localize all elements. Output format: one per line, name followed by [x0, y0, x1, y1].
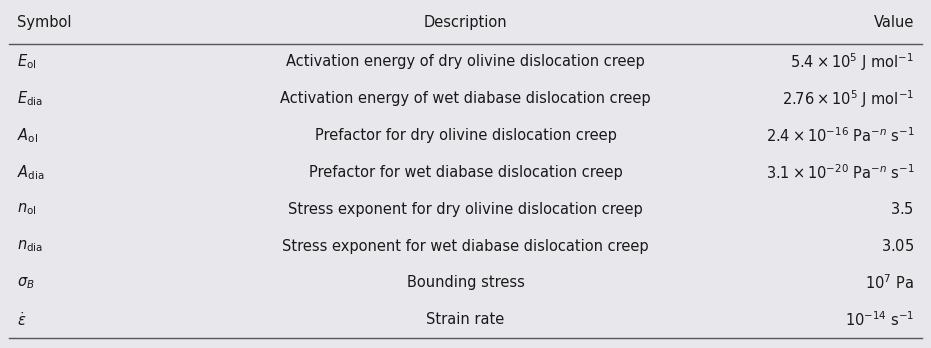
- Text: $2.4 \times 10^{-16}$ Pa$^{-n}$ s$^{-1}$: $2.4 \times 10^{-16}$ Pa$^{-n}$ s$^{-1}$: [765, 126, 914, 145]
- Text: $3.05$: $3.05$: [881, 238, 914, 254]
- Text: Stress exponent for wet diabase dislocation creep: Stress exponent for wet diabase dislocat…: [282, 239, 649, 254]
- Text: Value: Value: [874, 15, 914, 30]
- Text: $5.4 \times 10^{5}$ J mol$^{-1}$: $5.4 \times 10^{5}$ J mol$^{-1}$: [790, 51, 914, 73]
- Text: Prefactor for wet diabase dislocation creep: Prefactor for wet diabase dislocation cr…: [308, 165, 623, 180]
- Text: $2.76 \times 10^{5}$ J mol$^{-1}$: $2.76 \times 10^{5}$ J mol$^{-1}$: [782, 88, 914, 110]
- Text: $E_{\mathrm{ol}}$: $E_{\mathrm{ol}}$: [17, 53, 36, 71]
- Text: Activation energy of dry olivine dislocation creep: Activation energy of dry olivine disloca…: [286, 54, 645, 69]
- Text: $3.1 \times 10^{-20}$ Pa$^{-n}$ s$^{-1}$: $3.1 \times 10^{-20}$ Pa$^{-n}$ s$^{-1}$: [765, 163, 914, 182]
- Text: $10^{-14}$ s$^{-1}$: $10^{-14}$ s$^{-1}$: [845, 310, 914, 329]
- Text: $A_{\mathrm{ol}}$: $A_{\mathrm{ol}}$: [17, 126, 38, 145]
- Text: Prefactor for dry olivine dislocation creep: Prefactor for dry olivine dislocation cr…: [315, 128, 616, 143]
- Text: $A_{\mathrm{dia}}$: $A_{\mathrm{dia}}$: [17, 163, 45, 182]
- Text: $10^{7}$ Pa: $10^{7}$ Pa: [866, 274, 914, 292]
- Text: Symbol: Symbol: [17, 15, 72, 30]
- Text: Description: Description: [424, 15, 507, 30]
- Text: Stress exponent for dry olivine dislocation creep: Stress exponent for dry olivine dislocat…: [288, 202, 643, 217]
- Text: Strain rate: Strain rate: [426, 313, 505, 327]
- Text: $\sigma_{B}$: $\sigma_{B}$: [17, 275, 34, 291]
- Text: Bounding stress: Bounding stress: [407, 276, 524, 291]
- Text: $n_{\mathrm{ol}}$: $n_{\mathrm{ol}}$: [17, 201, 36, 217]
- Text: $E_{\mathrm{dia}}$: $E_{\mathrm{dia}}$: [17, 89, 43, 108]
- Text: $n_{\mathrm{dia}}$: $n_{\mathrm{dia}}$: [17, 238, 43, 254]
- Text: $\dot{\varepsilon}$: $\dot{\varepsilon}$: [17, 311, 26, 329]
- Text: $3.5$: $3.5$: [890, 201, 914, 217]
- Text: Activation energy of wet diabase dislocation creep: Activation energy of wet diabase disloca…: [280, 91, 651, 106]
